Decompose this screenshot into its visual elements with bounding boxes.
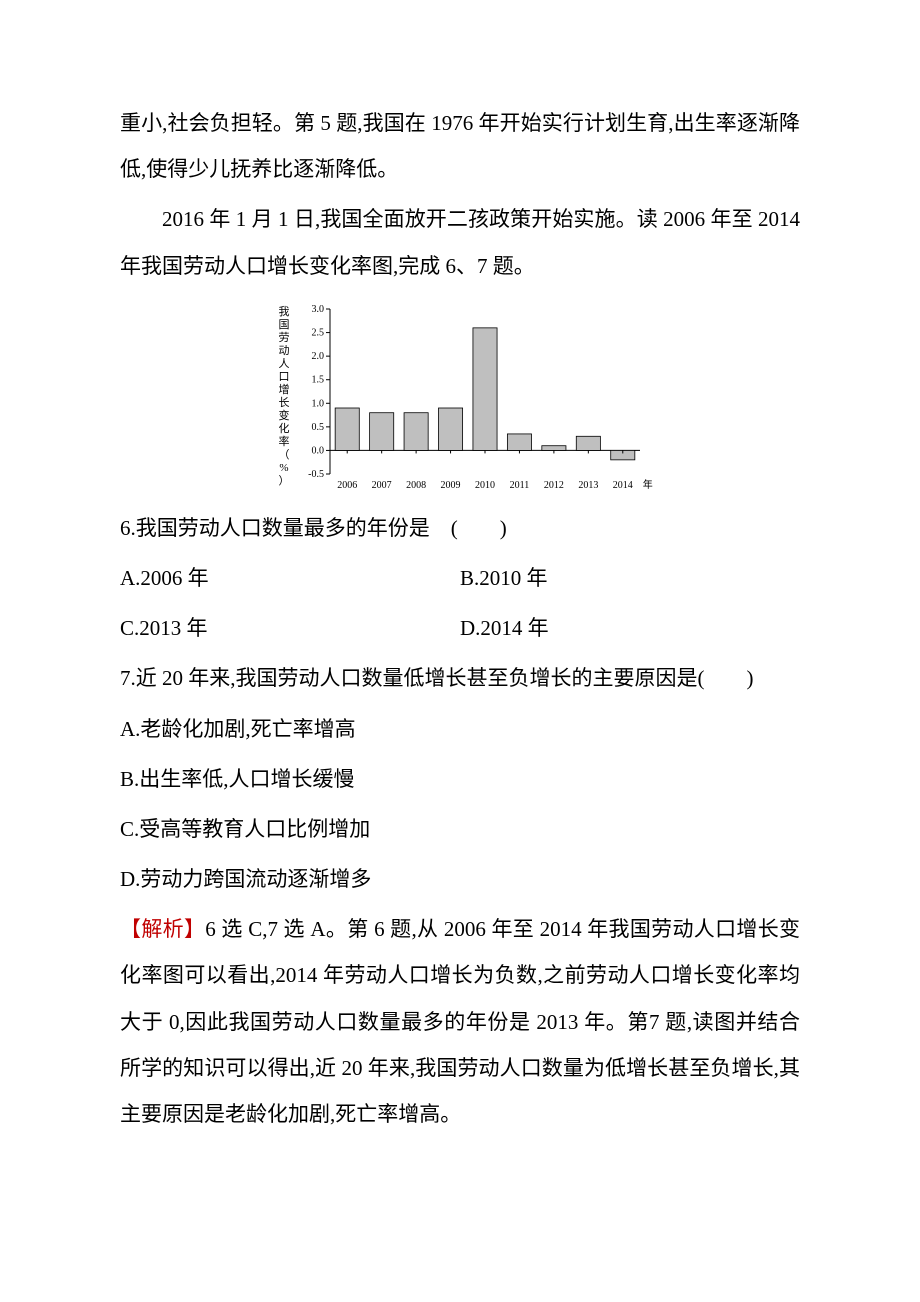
q7-option-a: A.老龄化加剧,死亡率增高 (120, 706, 800, 752)
svg-text:国: 国 (279, 318, 290, 331)
svg-text:1.5: 1.5 (312, 374, 325, 385)
svg-text:变: 变 (279, 408, 290, 422)
svg-text:）: ） (279, 474, 290, 487)
svg-text:年: 年 (643, 478, 653, 491)
svg-text:人: 人 (279, 357, 290, 370)
svg-text:2006: 2006 (337, 480, 357, 491)
q6-option-c: C.2013 年 (120, 605, 460, 651)
svg-text:2013: 2013 (578, 480, 598, 491)
q6-options-row1: A.2006 年 B.2010 年 (120, 555, 800, 601)
q7-option-c: C.受高等教育人口比例增加 (120, 806, 800, 852)
svg-text:2014: 2014 (613, 480, 633, 491)
svg-text:化: 化 (279, 421, 290, 435)
q7-stem: 7.近 20 年来,我国劳动人口数量低增长甚至负增长的主要原因是( ) (120, 655, 800, 701)
svg-text:口: 口 (279, 371, 290, 383)
q6-option-a: A.2006 年 (120, 555, 460, 601)
svg-text:1.0: 1.0 (312, 398, 325, 409)
analysis-text: 6 选 C,7 选 A。第 6 题,从 2006 年至 2014 年我国劳动人口… (120, 917, 800, 1126)
svg-text:-0.5: -0.5 (308, 469, 324, 480)
svg-text:2.5: 2.5 (312, 327, 325, 338)
svg-text:2012: 2012 (544, 480, 564, 491)
labor-growth-chart-svg: -0.5 0.0 0.5 1.0 1.5 2.0 2.5 3.0 2006 2007 2008 200… (260, 299, 660, 499)
svg-text:2.0: 2.0 (312, 351, 325, 362)
q6-stem: 6.我国劳动人口数量最多的年份是 ( ) (120, 505, 800, 551)
q7-option-d: D.劳动力跨国流动逐渐增多 (120, 856, 800, 902)
svg-text:2008: 2008 (406, 480, 426, 491)
q6-options-row2: C.2013 年 D.2014 年 (120, 605, 800, 651)
svg-text:%: % (279, 462, 288, 474)
intro-fragment: 重小,社会负担轻。第 5 题,我国在 1976 年开始实行计划生育,出生率逐渐降… (120, 100, 800, 192)
q7-option-b: B.出生率低,人口增长缓慢 (120, 756, 800, 802)
svg-text:我: 我 (279, 305, 290, 318)
svg-text:2007: 2007 (372, 480, 392, 491)
svg-text:0.5: 0.5 (312, 422, 325, 433)
analysis-label: 【解析】 (120, 917, 205, 941)
svg-text:长: 长 (279, 396, 290, 409)
svg-text:增: 增 (279, 382, 290, 396)
context-paragraph: 2016 年 1 月 1 日,我国全面放开二孩政策开始实施。读 2006 年至 … (120, 196, 800, 288)
q6-option-b: B.2010 年 (460, 555, 800, 601)
svg-text:劳: 劳 (279, 331, 290, 344)
svg-text:动: 动 (279, 344, 290, 357)
svg-text:2009: 2009 (441, 480, 461, 491)
svg-text:3.0: 3.0 (312, 304, 325, 315)
svg-text:2011: 2011 (510, 480, 530, 491)
svg-text:率: 率 (279, 434, 290, 448)
q6-option-d: D.2014 年 (460, 605, 800, 651)
svg-text:0.0: 0.0 (312, 445, 325, 456)
analysis-paragraph: 【解析】6 选 C,7 选 A。第 6 题,从 2006 年至 2014 年我国… (120, 906, 800, 1137)
svg-text:2010: 2010 (475, 480, 495, 491)
labor-growth-chart: -0.5 0.0 0.5 1.0 1.5 2.0 2.5 3.0 2006 2007 2008 200… (120, 299, 800, 499)
svg-text:（: （ (279, 448, 290, 461)
